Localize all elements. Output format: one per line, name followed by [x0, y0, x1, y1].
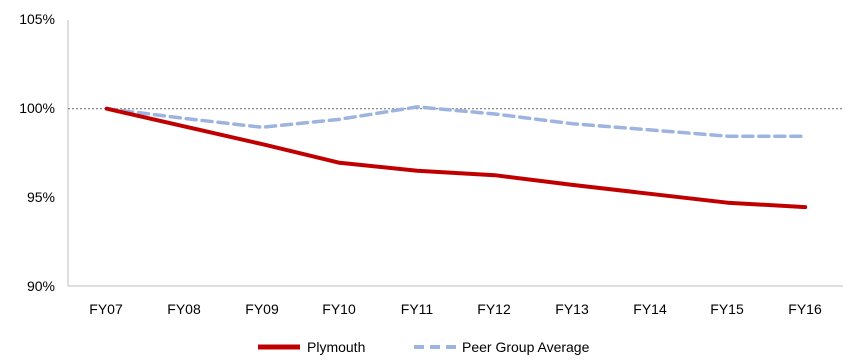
x-tick-labels: FY07 FY08 FY09 FY10 FY11 FY12 FY13 FY14 …	[89, 301, 822, 317]
y-tick-label: 100%	[19, 100, 55, 116]
legend: Plymouth Peer Group Average	[258, 339, 590, 355]
x-tick-label: FY10	[322, 301, 356, 317]
y-tick-label: 90%	[27, 278, 55, 294]
series-line-peer-group-average	[105, 105, 807, 138]
x-tick-label: FY08	[167, 301, 201, 317]
x-tick-label: FY13	[555, 301, 589, 317]
y-tick-labels: 105% 100% 95% 90%	[19, 11, 55, 294]
legend-label-peer-group-average: Peer Group Average	[462, 339, 590, 355]
y-tick-label: 95%	[27, 189, 55, 205]
x-tick-label: FY11	[401, 301, 434, 317]
x-tick-label: FY15	[710, 301, 744, 317]
x-tick-label: FY16	[788, 301, 822, 317]
series-layer	[104, 105, 808, 210]
x-tick-label: FY09	[245, 301, 279, 317]
y-tick-label: 105%	[19, 11, 55, 27]
series-line-plymouth	[104, 106, 808, 210]
x-tick-label: FY14	[633, 301, 667, 317]
x-tick-label: FY07	[89, 301, 123, 317]
x-tick-label: FY12	[477, 301, 511, 317]
legend-label-plymouth: Plymouth	[307, 339, 365, 355]
